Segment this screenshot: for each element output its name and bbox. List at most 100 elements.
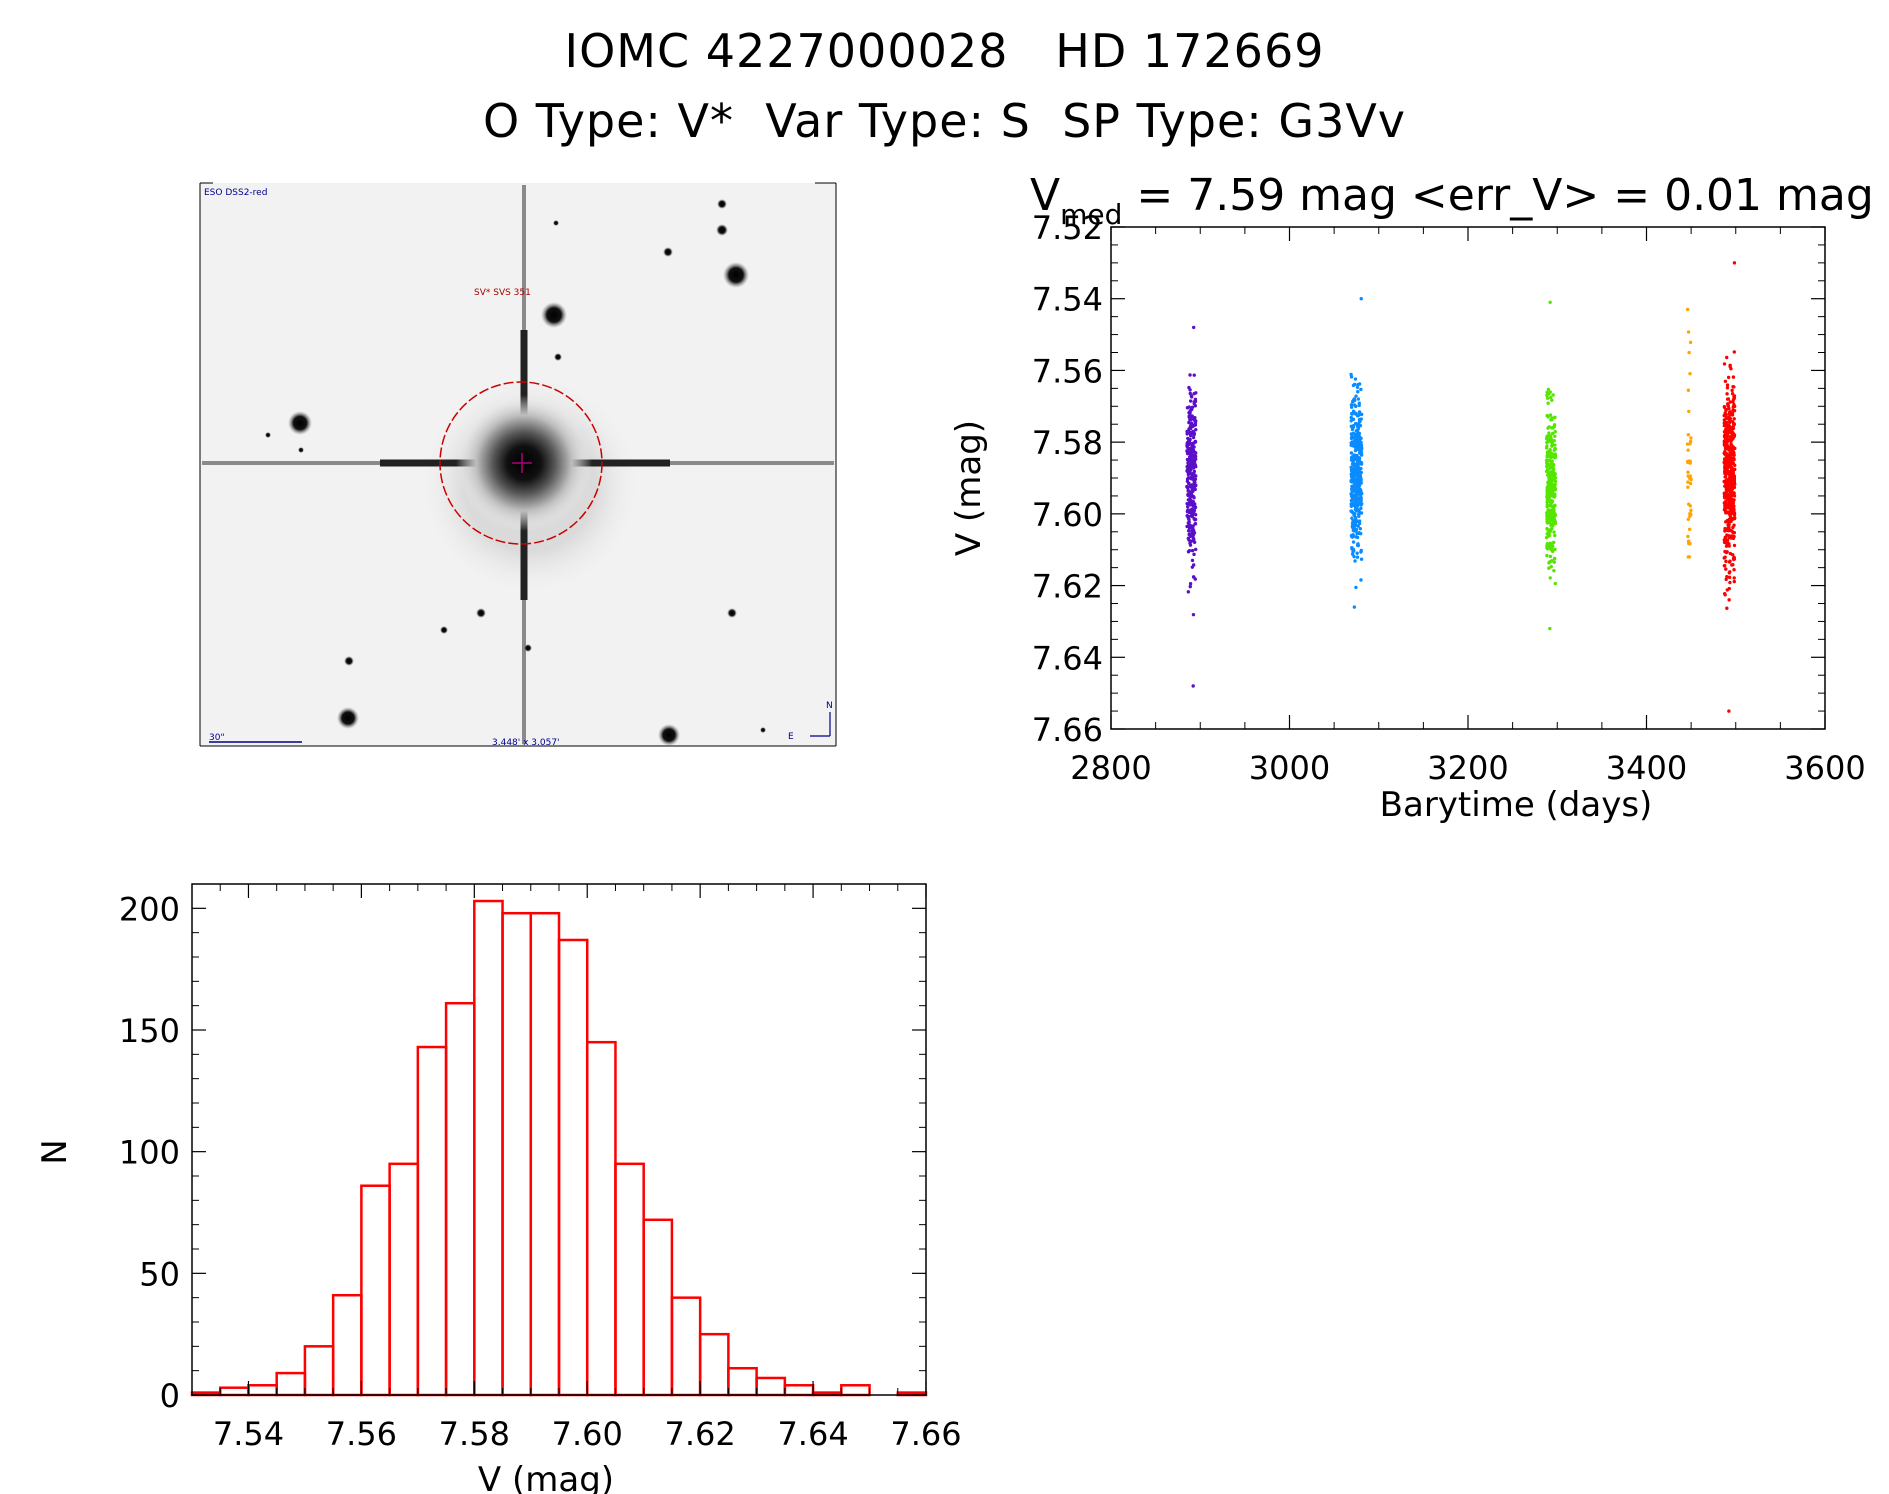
data-point — [1359, 412, 1364, 417]
finder-scale-label: 30" — [209, 733, 225, 743]
data-point — [1552, 495, 1556, 499]
data-point — [1192, 540, 1197, 544]
data-point — [1189, 423, 1193, 427]
data-point — [1546, 415, 1550, 419]
finder-field-star — [298, 447, 304, 453]
data-point — [1349, 451, 1354, 455]
data-point — [1546, 426, 1550, 430]
data-point — [1547, 476, 1551, 480]
data-point — [1550, 549, 1555, 553]
data-point — [1550, 431, 1555, 436]
data-point — [1686, 433, 1691, 437]
data-point — [1187, 481, 1191, 486]
data-point — [1553, 443, 1557, 447]
data-point — [1186, 476, 1191, 480]
data-point — [1550, 519, 1555, 523]
data-point — [1722, 591, 1727, 596]
data-point — [1553, 415, 1557, 420]
data-point — [1553, 581, 1557, 586]
data-point — [1549, 493, 1553, 497]
histogram-bar — [670, 1296, 702, 1397]
data-point — [1688, 439, 1693, 444]
data-point — [1359, 578, 1363, 582]
data-point — [1359, 443, 1363, 448]
data-point — [1553, 434, 1557, 438]
data-point — [1689, 436, 1693, 440]
data-point — [1193, 477, 1198, 481]
data-point — [1192, 508, 1197, 513]
data-point — [1357, 456, 1362, 460]
data-point — [1725, 397, 1730, 401]
data-point — [1192, 504, 1196, 509]
data-point — [1731, 531, 1736, 535]
data-point — [1548, 413, 1553, 417]
data-point — [1349, 375, 1354, 379]
finder-field-star — [476, 608, 486, 618]
data-point — [1545, 543, 1549, 547]
data-point — [1552, 423, 1557, 427]
data-point — [1194, 419, 1198, 423]
data-point — [1353, 559, 1357, 563]
histogram-bar — [727, 1366, 758, 1397]
data-point — [1724, 559, 1728, 564]
data-point — [1548, 554, 1553, 559]
data-point — [1548, 576, 1552, 580]
y-tick-label: 100 — [119, 1134, 180, 1172]
data-point — [1545, 521, 1550, 525]
data-point — [1355, 535, 1360, 540]
series-season-3 — [1544, 300, 1558, 631]
data-point — [1192, 450, 1197, 454]
data-point — [1687, 555, 1692, 559]
data-point — [1192, 461, 1196, 466]
data-point — [1357, 410, 1362, 414]
data-point — [1353, 412, 1358, 416]
data-point — [1723, 536, 1728, 540]
data-point — [1355, 555, 1360, 559]
x-tick-label: 7.60 — [552, 1415, 623, 1453]
x-tick-label: 3000 — [1249, 749, 1330, 787]
data-point — [1352, 526, 1357, 531]
data-point — [1550, 444, 1554, 448]
data-point — [1353, 464, 1358, 469]
data-point — [1685, 307, 1690, 312]
histogram-bar — [444, 1001, 476, 1397]
series-season-1 — [1185, 325, 1198, 688]
data-point — [1350, 516, 1354, 520]
light-curve-title-rest: = 7.59 mag <err_V> = 0.01 mag — [1122, 170, 1873, 221]
data-point — [1187, 427, 1191, 432]
data-point — [1193, 547, 1198, 552]
histogram-bar — [529, 911, 561, 1397]
series-season-2 — [1349, 297, 1364, 609]
data-point — [1187, 414, 1191, 418]
series-season-5 — [1722, 261, 1737, 713]
data-point — [1186, 472, 1191, 477]
data-point — [1193, 522, 1197, 526]
histogram-bar — [614, 1162, 645, 1397]
data-point — [1188, 582, 1193, 586]
data-point — [1722, 434, 1727, 439]
y-tick-label: 7.64 — [1032, 639, 1103, 677]
data-point — [1350, 552, 1355, 556]
data-point — [1350, 535, 1355, 539]
data-point — [1687, 527, 1692, 532]
data-point — [1550, 398, 1554, 402]
light-curve-title: Vmed = 7.59 mag <err_V> = 0.01 mag — [1030, 170, 1874, 231]
data-point — [1355, 454, 1359, 459]
data-point — [1194, 464, 1198, 469]
data-point — [1190, 405, 1195, 409]
data-point — [1191, 435, 1196, 440]
data-point — [1724, 577, 1728, 582]
figure-title-line1: IOMC 4227000028 HD 172669 — [564, 24, 1325, 78]
data-point — [1352, 443, 1356, 447]
histogram-x-label: V (mag) — [478, 1460, 614, 1494]
data-point — [1187, 517, 1191, 522]
data-point — [1356, 542, 1360, 546]
data-point — [1552, 508, 1556, 512]
histogram-chart: 7.54 7.56 7.58 7.60 7.62 7.64 7.66 0 50 100 150 200… — [35, 883, 962, 1494]
finder-field-star — [337, 707, 359, 729]
finder-field-star — [717, 199, 727, 209]
data-point — [1350, 440, 1355, 444]
data-point — [1352, 512, 1356, 517]
data-point — [1722, 457, 1727, 461]
data-point — [1730, 435, 1735, 439]
